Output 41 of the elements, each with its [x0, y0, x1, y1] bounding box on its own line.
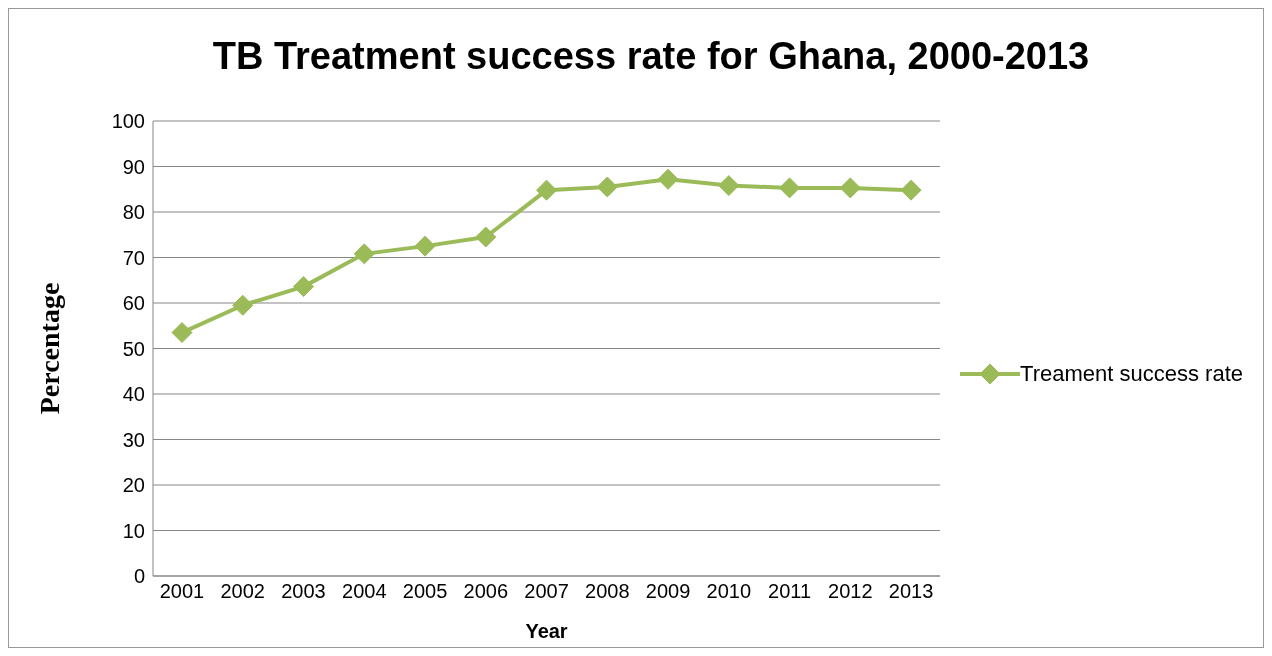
y-tick-label: 30 — [122, 428, 145, 451]
x-tick-label: 2004 — [342, 580, 387, 603]
point — [900, 179, 922, 201]
y-tick-label: 40 — [122, 383, 145, 406]
x-tick-label: 2003 — [281, 580, 326, 603]
point — [293, 276, 315, 298]
point — [779, 177, 801, 199]
x-tick-label: 2012 — [828, 580, 873, 603]
y-tick-label: 20 — [122, 474, 145, 497]
point — [596, 176, 618, 198]
y-axis-title: Percentage — [33, 282, 65, 415]
point — [475, 226, 497, 248]
y-tick-label: 0 — [133, 565, 145, 588]
y-tick-label: 90 — [122, 155, 145, 178]
x-tick-label: 2011 — [768, 580, 812, 603]
point — [657, 168, 679, 190]
chart-title: TB Treatment success rate for Ghana, 2000-2013 — [211, 34, 1091, 79]
x-tick-label: 2007 — [524, 580, 569, 603]
point — [414, 235, 436, 257]
x-tick-label: 2001 — [159, 580, 205, 603]
y-tick-label: 70 — [122, 246, 145, 269]
x-tick-label: 2013 — [888, 580, 934, 603]
x-tick-label: 2005 — [402, 580, 448, 603]
point — [353, 243, 375, 265]
point — [171, 322, 193, 344]
x-tick-label: 2002 — [220, 580, 266, 603]
x-tick-label: 2009 — [645, 580, 691, 603]
x-axis-title: Year — [525, 620, 568, 643]
y-tick-label: 50 — [122, 337, 145, 360]
point — [718, 175, 740, 197]
x-tick-label: 2008 — [585, 580, 630, 603]
y-tick-label: 10 — [122, 519, 145, 542]
x-tick-label: 2006 — [463, 580, 509, 603]
legend-label: Treament success rate — [1020, 361, 1243, 387]
x-tick-label: 2010 — [706, 580, 752, 603]
y-tick-label: 80 — [122, 201, 145, 224]
y-tick-label: 60 — [122, 292, 145, 315]
point — [232, 294, 254, 316]
point — [839, 177, 861, 199]
point — [536, 179, 558, 201]
y-tick-label: 100 — [111, 110, 145, 133]
